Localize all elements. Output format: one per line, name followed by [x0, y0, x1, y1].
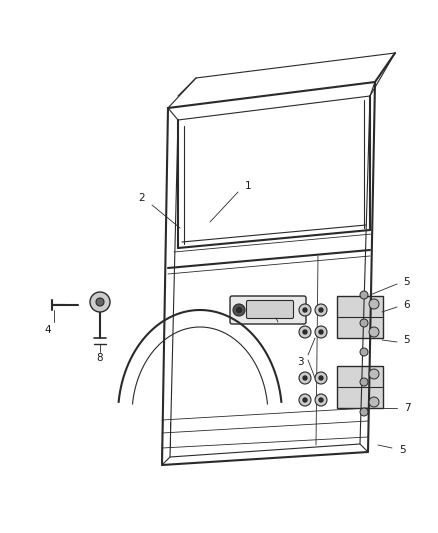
Circle shape [360, 319, 368, 327]
Circle shape [90, 292, 110, 312]
Text: 8: 8 [97, 353, 103, 363]
Text: 7: 7 [404, 403, 410, 413]
Text: 4: 4 [45, 325, 51, 335]
Circle shape [96, 298, 104, 306]
Circle shape [319, 330, 323, 334]
FancyBboxPatch shape [247, 301, 293, 319]
Circle shape [303, 330, 307, 334]
Text: 5: 5 [399, 445, 405, 455]
Circle shape [360, 291, 368, 299]
Text: 2: 2 [139, 193, 145, 203]
Circle shape [315, 394, 327, 406]
FancyBboxPatch shape [230, 296, 306, 324]
Circle shape [360, 408, 368, 416]
Circle shape [319, 376, 323, 380]
Text: 5: 5 [404, 277, 410, 287]
Circle shape [299, 304, 311, 316]
Circle shape [233, 304, 245, 316]
Text: 6: 6 [404, 300, 410, 310]
Circle shape [369, 327, 379, 337]
Circle shape [360, 348, 368, 356]
Circle shape [319, 398, 323, 402]
FancyBboxPatch shape [337, 366, 383, 408]
Circle shape [319, 308, 323, 312]
Text: 3: 3 [297, 357, 303, 367]
Circle shape [299, 326, 311, 338]
Circle shape [299, 394, 311, 406]
Circle shape [303, 308, 307, 312]
Circle shape [303, 376, 307, 380]
Circle shape [369, 369, 379, 379]
Circle shape [315, 372, 327, 384]
Circle shape [315, 304, 327, 316]
Circle shape [237, 308, 241, 312]
Circle shape [315, 326, 327, 338]
Circle shape [299, 372, 311, 384]
FancyBboxPatch shape [337, 296, 383, 338]
Circle shape [369, 397, 379, 407]
Text: 1: 1 [245, 181, 251, 191]
Text: 5: 5 [404, 335, 410, 345]
Circle shape [303, 398, 307, 402]
Circle shape [369, 299, 379, 309]
Circle shape [360, 378, 368, 386]
